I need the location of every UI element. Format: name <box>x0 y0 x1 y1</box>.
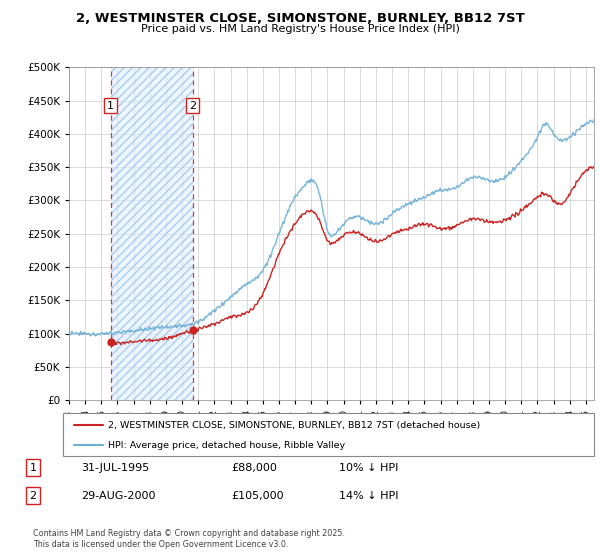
Text: 2, WESTMINSTER CLOSE, SIMONSTONE, BURNLEY, BB12 7ST (detached house): 2, WESTMINSTER CLOSE, SIMONSTONE, BURNLE… <box>108 421 481 430</box>
Text: HPI: Average price, detached house, Ribble Valley: HPI: Average price, detached house, Ribb… <box>108 441 345 450</box>
Bar <box>110 67 193 400</box>
Text: 1: 1 <box>107 100 114 110</box>
Text: £88,000: £88,000 <box>231 463 277 473</box>
Text: 31-JUL-1995: 31-JUL-1995 <box>81 463 149 473</box>
Text: 2, WESTMINSTER CLOSE, SIMONSTONE, BURNLEY, BB12 7ST: 2, WESTMINSTER CLOSE, SIMONSTONE, BURNLE… <box>76 12 524 25</box>
Text: 14% ↓ HPI: 14% ↓ HPI <box>339 491 398 501</box>
Text: 1: 1 <box>29 463 37 473</box>
Text: £105,000: £105,000 <box>231 491 284 501</box>
Text: 29-AUG-2000: 29-AUG-2000 <box>81 491 155 501</box>
Text: Contains HM Land Registry data © Crown copyright and database right 2025.
This d: Contains HM Land Registry data © Crown c… <box>33 529 345 549</box>
Text: Price paid vs. HM Land Registry's House Price Index (HPI): Price paid vs. HM Land Registry's House … <box>140 24 460 34</box>
Text: 2: 2 <box>29 491 37 501</box>
Text: 2: 2 <box>189 100 196 110</box>
Text: 10% ↓ HPI: 10% ↓ HPI <box>339 463 398 473</box>
